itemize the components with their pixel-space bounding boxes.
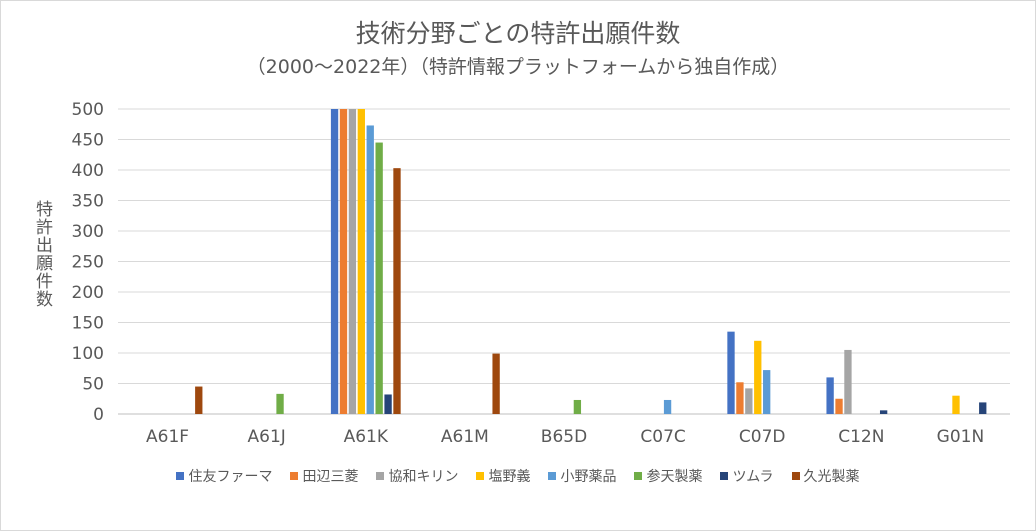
- bar: [879, 410, 888, 414]
- bar: [763, 370, 771, 414]
- legend-label: 参天製薬: [646, 469, 703, 485]
- bar: [573, 399, 582, 414]
- bar: [276, 393, 284, 414]
- legend-swatch: [791, 472, 800, 480]
- y-tick-label: 300: [72, 222, 104, 242]
- legend-label: 住友ファーマ: [188, 469, 273, 485]
- y-tick-label: 150: [72, 314, 104, 334]
- bar: [348, 109, 357, 414]
- bar: [745, 388, 753, 414]
- y-tick-label: 500: [72, 100, 104, 120]
- bar: [826, 377, 834, 414]
- x-tick-label: C12N: [838, 427, 884, 447]
- x-tick-label: A61M: [441, 427, 489, 447]
- x-tick-label: C07C: [640, 427, 685, 447]
- bar: [492, 353, 500, 414]
- legend-item: 小野薬品: [548, 466, 616, 486]
- legend-label: 久光製薬: [803, 469, 860, 485]
- legend-item: 参天製薬: [634, 466, 702, 486]
- x-tick-label: G01N: [937, 427, 985, 447]
- chart-legend: 住友ファーマ 田辺三菱 協和キリン 塩野義 小野薬品 参天製薬 ツムラ 久光製薬: [0, 466, 1036, 486]
- legend-swatch: [720, 472, 729, 480]
- legend-swatch: [176, 472, 185, 480]
- y-tick-label: 250: [72, 253, 104, 273]
- legend-item: ツムラ: [720, 466, 774, 486]
- bar: [366, 125, 374, 414]
- bar: [835, 398, 843, 414]
- legend-item: 田辺三菱: [290, 466, 358, 486]
- y-tick-label: 350: [72, 192, 104, 212]
- legend-label: 小野薬品: [560, 469, 617, 485]
- bar: [952, 395, 960, 414]
- x-tick-label: B65D: [541, 427, 587, 447]
- bar: [195, 386, 203, 414]
- y-tick-label: 0: [93, 405, 104, 425]
- bar: [330, 109, 339, 414]
- x-tick-label: A61J: [248, 427, 286, 447]
- bar: [384, 394, 392, 414]
- bar: [393, 168, 401, 414]
- bar: [727, 331, 735, 414]
- y-axis-label: 特許出願件数: [32, 200, 52, 308]
- bar: [375, 142, 383, 415]
- bar: [736, 382, 744, 414]
- legend-label: 協和キリン: [388, 469, 459, 485]
- bar: [339, 109, 348, 414]
- legend-swatch: [376, 472, 385, 480]
- x-tick-label: A61K: [344, 427, 389, 447]
- y-tick-label: 200: [72, 283, 104, 303]
- y-tick-label: 450: [72, 131, 104, 151]
- x-tick-label: A61F: [146, 427, 189, 447]
- bar: [663, 399, 672, 414]
- y-tick-label: 400: [72, 161, 104, 181]
- legend-item: 塩野義: [476, 466, 530, 486]
- legend-label: ツムラ: [732, 469, 774, 485]
- bar: [979, 402, 987, 414]
- legend-swatch: [548, 472, 557, 480]
- legend-swatch: [476, 472, 485, 480]
- x-tick-label: C07D: [739, 427, 786, 447]
- legend-label: 田辺三菱: [302, 469, 359, 485]
- legend-item: 久光製薬: [791, 466, 860, 486]
- legend-swatch: [634, 472, 643, 480]
- bar: [844, 349, 852, 414]
- y-tick-label: 50: [82, 375, 104, 395]
- bar: [357, 109, 365, 414]
- chart-subtitle: （2000～2022年）（特許情報プラットフォームから独自作成）: [246, 56, 790, 78]
- bar: [754, 340, 762, 414]
- legend-item: 住友ファーマ: [176, 466, 272, 486]
- y-tick-label: 100: [72, 344, 104, 364]
- legend-swatch: [290, 472, 299, 480]
- legend-item: 協和キリン: [376, 466, 458, 486]
- legend-label: 塩野義: [488, 469, 531, 485]
- chart-title: 技術分野ごとの特許出願件数: [355, 19, 681, 48]
